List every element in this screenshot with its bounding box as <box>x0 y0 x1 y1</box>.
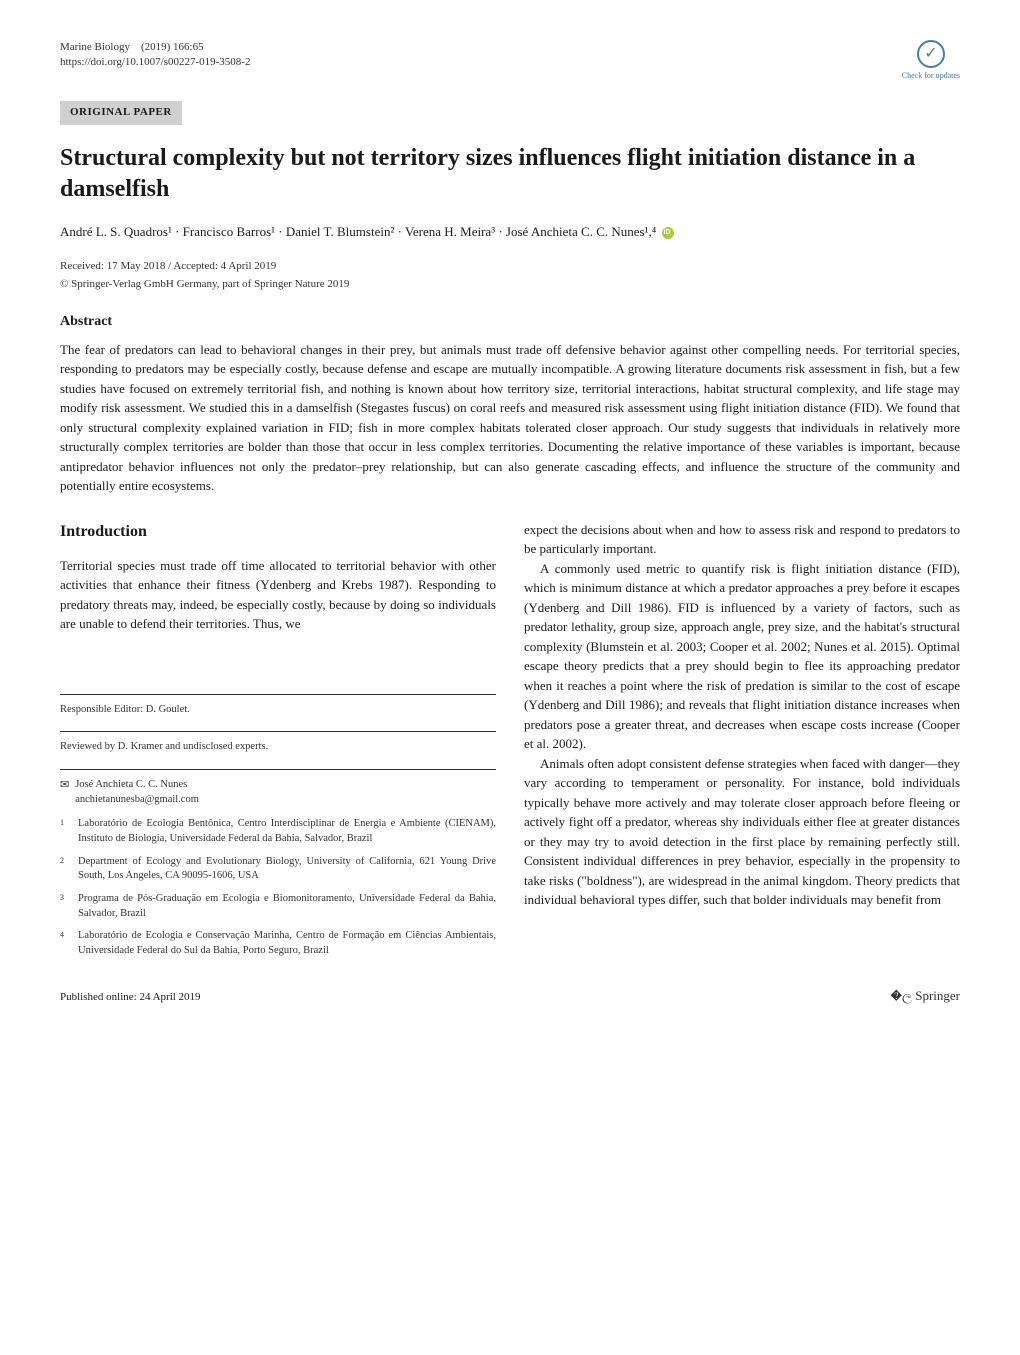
reviewers: Reviewed by D. Kramer and undisclosed ex… <box>60 740 496 755</box>
corresponding-email[interactable]: anchietanunesba@gmail.com <box>75 793 199 808</box>
publisher-name: Springer <box>915 988 960 1003</box>
intro-right-p3: Animals often adopt consistent defense s… <box>524 754 960 910</box>
abstract-text: The fear of predators can lead to behavi… <box>60 340 960 496</box>
orcid-icon[interactable] <box>662 227 674 239</box>
right-column: expect the decisions about when and how … <box>524 520 960 967</box>
responsible-editor: Responsible Editor: D. Goulet. <box>60 703 496 718</box>
left-column: Introduction Territorial species must tr… <box>60 520 496 967</box>
doi[interactable]: https://doi.org/10.1007/s00227-019-3508-… <box>60 55 250 70</box>
affiliation-text: Laboratório de Ecologia e Conservação Ma… <box>78 929 496 958</box>
envelope-icon: ✉ <box>60 778 69 793</box>
journal-year-volume: (2019) 166:65 <box>141 41 204 53</box>
meta-divider-3 <box>60 769 496 770</box>
journal-name: Marine Biology <box>60 41 130 53</box>
affiliation-num: 2 <box>60 855 68 884</box>
abstract-heading: Abstract <box>60 312 960 332</box>
affiliation-num: 3 <box>60 892 68 921</box>
check-updates-icon: ✓ <box>917 40 945 68</box>
corresponding-name: José Anchieta C. C. Nunes <box>75 778 199 793</box>
introduction-heading: Introduction <box>60 520 496 544</box>
journal-header: Marine Biology (2019) 166:65 https://doi… <box>60 40 960 81</box>
springer-logo: �ල Springer <box>890 987 960 1005</box>
meta-divider-2 <box>60 731 496 732</box>
authors-text: André L. S. Quadros¹ · Francisco Barros¹… <box>60 224 656 239</box>
intro-right-p1: expect the decisions about when and how … <box>524 520 960 559</box>
paper-type-badge: ORIGINAL PAPER <box>60 101 182 124</box>
affiliation-text: Department of Ecology and Evolutionary B… <box>78 855 496 884</box>
affiliation-4: 4 Laboratório de Ecologia e Conservação … <box>60 929 496 958</box>
affiliation-2: 2 Department of Ecology and Evolutionary… <box>60 855 496 884</box>
affiliation-num: 1 <box>60 817 68 846</box>
authors-list: André L. S. Quadros¹ · Francisco Barros¹… <box>60 223 960 241</box>
intro-right-p2: A commonly used metric to quantify risk … <box>524 559 960 754</box>
check-updates-badge[interactable]: ✓ Check for updates <box>902 40 960 81</box>
published-date: Published online: 24 April 2019 <box>60 990 201 1005</box>
affiliation-1: 1 Laboratório de Ecologia Bentônica, Cen… <box>60 817 496 846</box>
intro-p1: Territorial species must trade off time … <box>60 556 496 634</box>
body-columns: Introduction Territorial species must tr… <box>60 520 960 967</box>
page-footer: Published online: 24 April 2019 �ල Sprin… <box>60 987 960 1005</box>
springer-icon: �ල <box>890 988 912 1003</box>
corresponding-author: ✉ José Anchieta C. C. Nunes anchietanune… <box>60 778 496 807</box>
dates-line: Received: 17 May 2018 / Accepted: 4 Apri… <box>60 259 960 274</box>
affiliation-3: 3 Programa de Pós-Graduação em Ecologia … <box>60 892 496 921</box>
meta-divider-1 <box>60 694 496 695</box>
copyright-line: © Springer-Verlag GmbH Germany, part of … <box>60 277 960 292</box>
paper-title: Structural complexity but not territory … <box>60 143 960 205</box>
affiliation-text: Laboratório de Ecologia Bentônica, Centr… <box>78 817 496 846</box>
journal-info: Marine Biology (2019) 166:65 https://doi… <box>60 40 250 71</box>
affiliation-num: 4 <box>60 929 68 958</box>
check-updates-label: Check for updates <box>902 70 960 81</box>
meta-section: Responsible Editor: D. Goulet. Reviewed … <box>60 703 496 959</box>
affiliation-text: Programa de Pós-Graduação em Ecologia e … <box>78 892 496 921</box>
